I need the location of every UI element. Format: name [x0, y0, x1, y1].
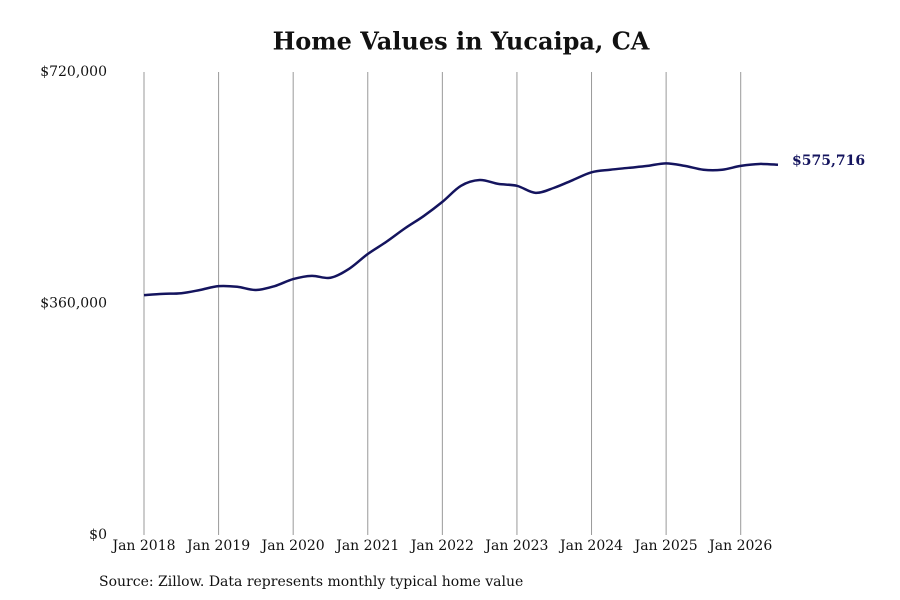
y-tick-label: $360,000 — [40, 296, 107, 312]
source-note: Source: Zillow. Data represents monthly … — [99, 574, 523, 590]
x-tick-label: Jan 2018 — [110, 538, 175, 554]
y-tick-label: $0 — [89, 527, 107, 543]
value-label: $575,716 — [792, 153, 865, 169]
line-series — [143, 162, 779, 297]
x-tick-label: Jan 2025 — [633, 538, 698, 554]
x-tick-label: Jan 2019 — [185, 538, 250, 554]
x-tick-label: Jan 2026 — [707, 538, 772, 554]
y-tick-label: $720,000 — [40, 64, 107, 80]
x-tick-label: Jan 2021 — [334, 538, 399, 554]
x-tick-label: Jan 2020 — [260, 538, 325, 554]
chart-title: Home Values in Yucaipa, CA — [273, 27, 650, 56]
x-tick-label: Jan 2023 — [483, 538, 548, 554]
x-tick-label: Jan 2022 — [409, 538, 474, 554]
x-tick-label: Jan 2024 — [558, 538, 623, 554]
